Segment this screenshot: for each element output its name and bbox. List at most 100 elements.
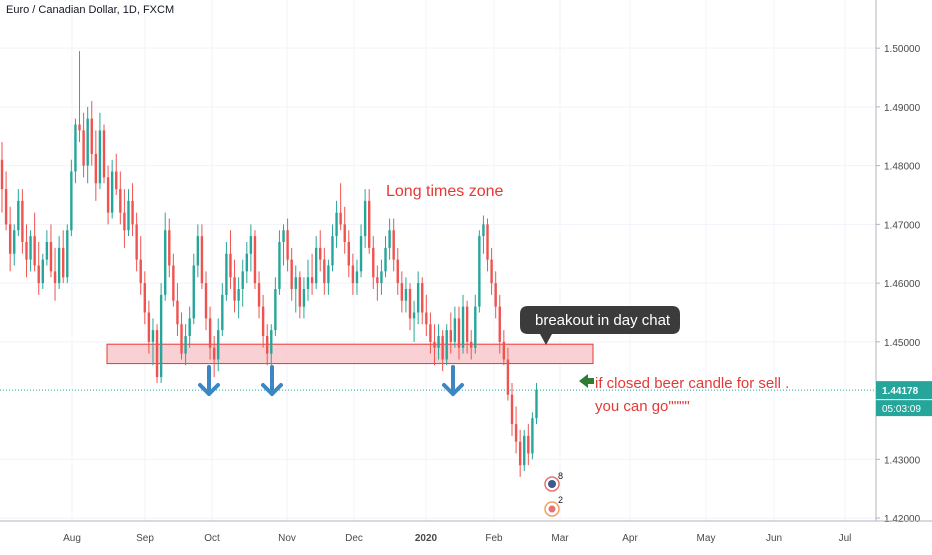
candle-body[interactable]	[376, 277, 379, 284]
candle-body[interactable]	[147, 312, 151, 342]
candle-body[interactable]	[135, 224, 138, 260]
candle-body[interactable]	[176, 300, 179, 325]
breakout-callout-bubble[interactable]	[520, 306, 680, 345]
candle-body[interactable]	[274, 288, 277, 331]
candle-body[interactable]	[127, 200, 130, 231]
candle-body[interactable]	[408, 288, 412, 319]
candle-body[interactable]	[29, 236, 32, 260]
candle-body[interactable]	[437, 335, 440, 348]
candle-body[interactable]	[445, 330, 448, 360]
candle-body[interactable]	[70, 171, 73, 231]
candle-body[interactable]	[17, 200, 20, 231]
candle-body[interactable]	[196, 236, 200, 266]
candle-body[interactable]	[82, 130, 85, 166]
candle-body[interactable]	[339, 212, 342, 225]
candle-body[interactable]	[49, 241, 53, 272]
candle-body[interactable]	[290, 259, 293, 289]
candle-body[interactable]	[470, 341, 473, 348]
candle-body[interactable]	[302, 288, 306, 307]
long-times-zone-label[interactable]: Long times zone	[386, 183, 504, 200]
candle-body[interactable]	[151, 330, 155, 342]
candle-body[interactable]	[192, 265, 195, 319]
candle-body[interactable]	[266, 335, 269, 354]
candle-body[interactable]	[282, 230, 285, 242]
candle-body[interactable]	[257, 283, 261, 307]
candle-body[interactable]	[514, 424, 518, 442]
candle-body[interactable]	[98, 130, 102, 184]
candle-body[interactable]	[416, 283, 420, 313]
candle-body[interactable]	[62, 247, 65, 278]
candle-body[interactable]	[168, 230, 171, 266]
candle-body[interactable]	[221, 294, 224, 331]
candle-body[interactable]	[502, 341, 506, 360]
candle-body[interactable]	[433, 341, 436, 348]
candle-body[interactable]	[204, 283, 208, 319]
candle-body[interactable]	[102, 130, 106, 178]
candle-body[interactable]	[119, 189, 122, 213]
candle-body[interactable]	[212, 347, 216, 360]
candle-body[interactable]	[523, 435, 526, 466]
price-axis[interactable]: 1.50000 1.49000 1.48000 1.47000 1.46000 1.450…	[875, 0, 932, 550]
candle-body[interactable]	[531, 418, 534, 454]
candle-body[interactable]	[298, 277, 302, 307]
candle-body[interactable]	[74, 124, 77, 172]
candle-body[interactable]	[535, 390, 538, 419]
candle-body[interactable]	[335, 212, 338, 237]
candle-body[interactable]	[106, 177, 110, 213]
candle-body[interactable]	[359, 236, 363, 272]
candle-body[interactable]	[294, 277, 297, 289]
candle-body[interactable]	[343, 224, 346, 242]
candle-body[interactable]	[188, 318, 191, 336]
candle-body[interactable]	[4, 189, 8, 225]
candle-body[interactable]	[363, 200, 367, 237]
candle-body[interactable]	[261, 306, 265, 336]
candle-body[interactable]	[429, 324, 432, 342]
candle-body[interactable]	[278, 241, 281, 289]
candle-body[interactable]	[400, 283, 404, 301]
candle-body[interactable]	[33, 236, 36, 266]
candle-series[interactable]	[0, 51, 538, 477]
sell-note-line-1[interactable]: if closed beer candle for sell .	[595, 375, 789, 392]
candle-body[interactable]	[482, 224, 485, 237]
candle-body[interactable]	[494, 283, 497, 307]
candle-body[interactable]	[331, 236, 334, 266]
candle-body[interactable]	[94, 153, 98, 184]
candle-body[interactable]	[490, 259, 493, 284]
candle-body[interactable]	[229, 253, 232, 278]
candle-body[interactable]	[441, 335, 444, 360]
candle-body[interactable]	[184, 335, 187, 354]
time-axis[interactable]: Aug Sep Oct Nov Dec 2020 Feb Mar Apr May Jun Jul	[0, 520, 932, 544]
candle-body[interactable]	[518, 441, 522, 466]
candle-body[interactable]	[123, 212, 126, 231]
candle-body[interactable]	[474, 306, 477, 348]
candle-body[interactable]	[143, 283, 146, 313]
candle-body[interactable]	[172, 265, 175, 301]
candle-body[interactable]	[380, 271, 383, 284]
candle-body[interactable]	[449, 330, 452, 342]
candle-body[interactable]	[237, 288, 240, 301]
candle-body[interactable]	[270, 330, 273, 354]
candle-body[interactable]	[457, 318, 461, 348]
candle-body[interactable]	[461, 306, 465, 348]
candle-body[interactable]	[388, 230, 391, 248]
candle-body[interactable]	[225, 253, 228, 295]
candle-body[interactable]	[527, 435, 530, 454]
sell-note-line-2[interactable]: you can go""""	[595, 398, 690, 415]
candle-body[interactable]	[253, 236, 257, 284]
candle-body[interactable]	[180, 324, 183, 354]
candle-body[interactable]	[8, 224, 12, 254]
candle-body[interactable]	[404, 288, 408, 301]
candle-body[interactable]	[384, 247, 387, 272]
candle-body[interactable]	[41, 259, 44, 284]
candle-body[interactable]	[425, 312, 428, 325]
candle-body[interactable]	[25, 241, 28, 260]
candle-body[interactable]	[110, 171, 114, 213]
candle-body[interactable]	[327, 265, 330, 284]
candle-body[interactable]	[21, 200, 24, 242]
candle-body[interactable]	[155, 330, 159, 378]
current-price-tag[interactable]	[876, 381, 932, 400]
candle-body[interactable]	[53, 271, 57, 284]
candle-body[interactable]	[286, 230, 289, 260]
candle-body[interactable]	[396, 259, 399, 284]
